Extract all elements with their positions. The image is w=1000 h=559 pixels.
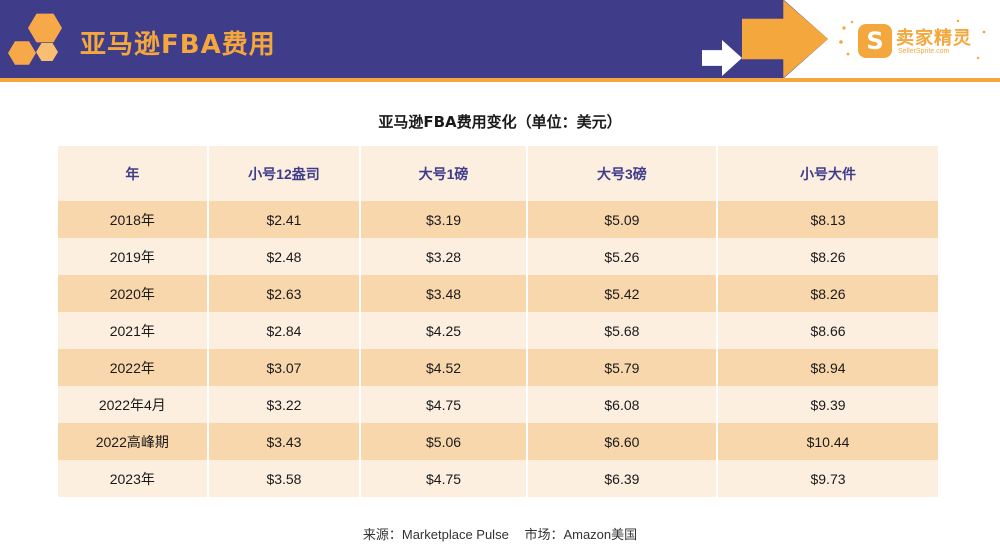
year-cell: 2023年: [58, 460, 209, 497]
fee-cell: $5.09: [527, 201, 719, 238]
fee-cell: $2.63: [208, 275, 362, 312]
table-header-row: 年 小号12盎司 大号1磅 大号3磅 小号大件: [58, 146, 938, 201]
source-text: 来源：Marketplace Pulse: [362, 527, 509, 542]
table-row: 2022高峰期 $3.43 $5.06 $6.60 $10.44: [58, 423, 938, 460]
fee-cell: $9.39: [718, 386, 938, 423]
fee-cell: $3.07: [208, 349, 362, 386]
table-row: 2018年 $2.41 $3.19 $5.09 $8.13: [58, 201, 938, 238]
fee-cell: $8.26: [718, 275, 938, 312]
logo-name: 卖家精灵: [896, 28, 972, 49]
year-cell: 2020年: [58, 275, 209, 312]
year-cell: 2021年: [58, 312, 209, 349]
fee-cell: $6.60: [527, 423, 719, 460]
fee-cell: $5.06: [361, 423, 528, 460]
column-header-large-1lb: 大号1磅: [361, 146, 528, 201]
fee-cell: $6.08: [527, 386, 719, 423]
column-header-year: 年: [58, 146, 209, 201]
fee-cell: $8.66: [718, 312, 938, 349]
column-header-large-3lb: 大号3磅: [527, 146, 719, 201]
hexagon-decoration-icon: [0, 6, 72, 78]
market-text: 市场：Amazon美国: [524, 527, 638, 542]
table-row: 2022年4月 $3.22 $4.75 $6.08 $9.39: [58, 386, 938, 423]
header-underline: [0, 78, 1000, 82]
source-line: 来源：Marketplace Pulse 市场：Amazon美国: [0, 524, 1000, 543]
table-title: 亚马逊FBA费用变化（单位：美元）: [378, 113, 622, 131]
fee-cell: $10.44: [718, 423, 938, 460]
fee-cell: $5.42: [527, 275, 719, 312]
fee-cell: $2.84: [208, 312, 362, 349]
table-row: 2022年 $3.07 $4.52 $5.79 $8.94: [58, 349, 938, 386]
fee-cell: $8.13: [718, 201, 938, 238]
seller-sprite-logo-icon: S: [858, 24, 892, 58]
fee-cell: $2.48: [208, 238, 362, 275]
fee-cell: $6.39: [527, 460, 719, 497]
table-row: 2023年 $3.58 $4.75 $6.39 $9.73: [58, 460, 938, 497]
fee-cell: $3.28: [361, 238, 528, 275]
table-row: 2021年 $2.84 $4.25 $5.68 $8.66: [58, 312, 938, 349]
year-cell: 2022高峰期: [58, 423, 209, 460]
fee-cell: $9.73: [718, 460, 938, 497]
fee-cell: $8.94: [718, 349, 938, 386]
fee-cell: $5.79: [527, 349, 719, 386]
fee-cell: $5.26: [527, 238, 719, 275]
column-header-small-12oz: 小号12盎司: [208, 146, 362, 201]
fee-cell: $4.52: [361, 349, 528, 386]
fee-cell: $3.19: [361, 201, 528, 238]
year-cell: 2022年4月: [58, 386, 209, 423]
fba-fee-table: 年 小号12盎司 大号1磅 大号3磅 小号大件 2018年 $2.41 $3.1…: [58, 146, 938, 497]
table-row: 2019年 $2.48 $3.28 $5.26 $8.26: [58, 238, 938, 275]
fee-cell: $2.41: [208, 201, 362, 238]
table-row: 2020年 $2.63 $3.48 $5.42 $8.26: [58, 275, 938, 312]
fee-cell: $4.75: [361, 386, 528, 423]
year-cell: 2018年: [58, 201, 209, 238]
year-cell: 2022年: [58, 349, 209, 386]
fee-cell: $4.75: [361, 460, 528, 497]
fee-cell: $3.58: [208, 460, 362, 497]
page-title: 亚马逊FBA费用: [80, 30, 276, 60]
fee-cell: $3.43: [208, 423, 362, 460]
year-cell: 2019年: [58, 238, 209, 275]
fee-cell: $4.25: [361, 312, 528, 349]
fee-cell: $8.26: [718, 238, 938, 275]
fee-cell: $3.48: [361, 275, 528, 312]
fee-cell: $3.22: [208, 386, 362, 423]
column-header-small-oversize: 小号大件: [718, 146, 938, 201]
logo-domain: SellerSprite.com: [898, 48, 950, 55]
fee-cell: $5.68: [527, 312, 719, 349]
